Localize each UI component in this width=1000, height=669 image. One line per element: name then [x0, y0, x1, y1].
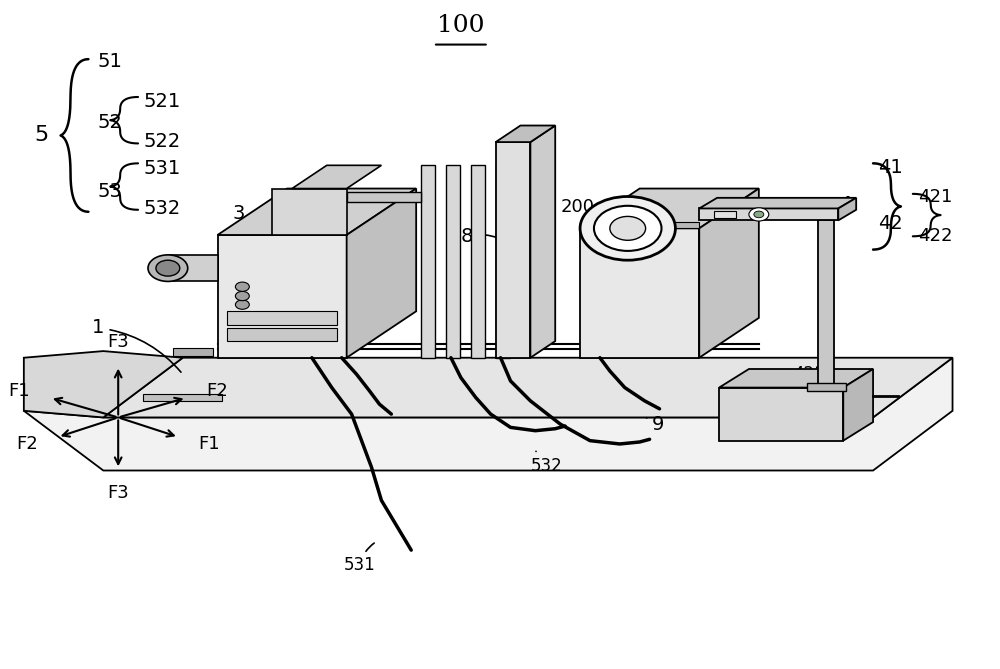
Bar: [818, 220, 834, 387]
Polygon shape: [496, 126, 555, 142]
Polygon shape: [292, 165, 381, 189]
Polygon shape: [699, 198, 856, 209]
Text: 42: 42: [878, 213, 903, 233]
Polygon shape: [24, 358, 953, 470]
Circle shape: [235, 282, 249, 292]
Text: 8: 8: [461, 227, 503, 246]
Polygon shape: [347, 189, 416, 358]
Polygon shape: [218, 189, 416, 235]
Polygon shape: [838, 198, 856, 220]
Text: 422: 422: [691, 266, 723, 284]
Polygon shape: [496, 142, 530, 358]
Text: 531: 531: [344, 543, 375, 575]
Polygon shape: [227, 328, 337, 341]
Circle shape: [580, 197, 675, 260]
Circle shape: [754, 211, 764, 217]
Polygon shape: [580, 221, 699, 228]
Circle shape: [610, 216, 646, 240]
Circle shape: [235, 300, 249, 309]
Polygon shape: [421, 165, 435, 358]
Text: 421: 421: [794, 365, 825, 383]
Polygon shape: [843, 369, 873, 441]
Text: 522: 522: [383, 242, 415, 260]
Text: 51/511: 51/511: [250, 280, 324, 298]
Polygon shape: [615, 236, 669, 252]
Text: 532: 532: [530, 452, 562, 475]
Polygon shape: [24, 351, 183, 417]
Polygon shape: [719, 387, 843, 441]
Polygon shape: [347, 192, 421, 202]
Polygon shape: [699, 209, 838, 220]
Polygon shape: [471, 165, 485, 358]
Polygon shape: [272, 189, 347, 235]
Text: 521: 521: [320, 254, 359, 272]
Circle shape: [594, 206, 662, 251]
Polygon shape: [496, 165, 510, 358]
Text: F3: F3: [107, 333, 129, 351]
Text: 41: 41: [878, 158, 903, 177]
Polygon shape: [699, 189, 759, 358]
Text: 421: 421: [918, 187, 952, 205]
Polygon shape: [719, 369, 873, 387]
Text: 100: 100: [437, 15, 485, 37]
Text: 422: 422: [918, 227, 952, 246]
Text: 4/41: 4/41: [697, 197, 735, 215]
Text: 200: 200: [560, 198, 600, 216]
Text: 531: 531: [143, 159, 180, 178]
Polygon shape: [580, 189, 759, 228]
Text: 521: 521: [143, 92, 180, 111]
Text: 522: 522: [143, 132, 180, 151]
Bar: [714, 211, 736, 217]
Polygon shape: [173, 348, 213, 356]
Text: 532: 532: [143, 199, 180, 218]
Text: 9: 9: [646, 415, 664, 434]
Circle shape: [156, 260, 180, 276]
Text: 52: 52: [97, 112, 122, 132]
Text: F3: F3: [107, 484, 129, 502]
Polygon shape: [446, 165, 460, 358]
Text: 7: 7: [221, 252, 268, 276]
Text: F2: F2: [16, 435, 38, 453]
Polygon shape: [530, 126, 555, 358]
Circle shape: [235, 292, 249, 300]
Text: 51: 51: [97, 52, 122, 71]
Polygon shape: [143, 394, 222, 401]
Text: 3: 3: [232, 203, 280, 236]
Bar: [807, 383, 846, 391]
Text: F1: F1: [9, 382, 30, 400]
Text: 6: 6: [778, 397, 791, 415]
Circle shape: [148, 255, 188, 282]
Text: 1: 1: [92, 318, 181, 372]
Text: F1: F1: [198, 435, 220, 453]
Text: 53: 53: [97, 183, 122, 201]
Polygon shape: [218, 235, 347, 358]
Text: 5: 5: [35, 126, 49, 145]
Circle shape: [749, 208, 769, 221]
Text: 2: 2: [605, 270, 618, 296]
Polygon shape: [580, 228, 699, 358]
Polygon shape: [103, 358, 953, 417]
Text: 4: 4: [839, 197, 853, 217]
Polygon shape: [227, 311, 337, 324]
Polygon shape: [168, 255, 218, 282]
Text: F2: F2: [206, 382, 228, 400]
